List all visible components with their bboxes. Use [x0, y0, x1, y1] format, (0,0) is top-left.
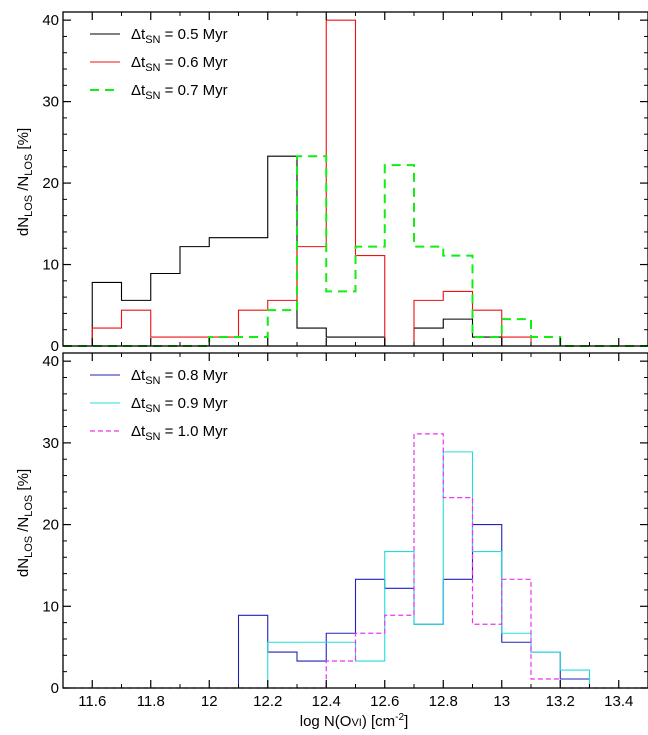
bottom-panel: 0 10 20 30 40 11.6 11.8 12 12.2 12.4 12.6 12.8 13 13.…: [42, 352, 648, 710]
x-tick-label: 12.2: [253, 693, 282, 710]
legend-label-1: ΔtSN = 0.8 Myr: [131, 367, 228, 387]
top-panel: 0 10 20 30 40 ΔtSN = 0.5 Myr ΔtSN = 0.6 Myr ΔtS…: [42, 11, 648, 355]
y-tick-label: 40: [42, 12, 59, 29]
y-tick-label: 10: [42, 257, 59, 274]
y-tick-label: 20: [42, 175, 59, 192]
x-tick-label: 12.8: [429, 693, 458, 710]
x-tick-label: 12.4: [312, 693, 341, 710]
y-tick-label: 10: [42, 598, 59, 615]
series-2-histogram: [63, 19, 648, 347]
legend-label-2: ΔtSN = 0.9 Myr: [131, 395, 228, 415]
y-axis-title-bottom: dNLOS /NLOS [%]: [15, 469, 35, 577]
y-tick-label: 0: [51, 680, 59, 697]
x-tick-label: 11.8: [137, 693, 165, 710]
x-tick-label: 13.2: [546, 693, 575, 710]
y-axis-title-top: dNLOS /NLOS [%]: [15, 128, 35, 236]
legend-label-2: ΔtSN = 0.6 Myr: [131, 54, 228, 74]
x-tick-label: 13: [493, 693, 510, 710]
x-tick-label: 12: [201, 693, 218, 710]
y-tick-label: 30: [42, 94, 59, 111]
y-tick-label: 30: [42, 435, 59, 452]
x-tick-label: 11.6: [78, 693, 106, 710]
y-tick-label: 0: [51, 338, 59, 355]
x-axis-title: log N(OVI) [cm-2]: [300, 712, 409, 730]
series-2-histogram: [63, 451, 648, 689]
series-3-histogram: [63, 433, 648, 689]
legend-label-1: ΔtSN = 0.5 Myr: [131, 26, 228, 46]
y-tick-label: 20: [42, 517, 59, 534]
legend-label-3: ΔtSN = 1.0 Myr: [131, 423, 228, 443]
x-tick-label: 13.4: [604, 693, 633, 710]
legend-label-3: ΔtSN = 0.7 Myr: [131, 82, 228, 102]
series-3-histogram: [63, 155, 648, 347]
y-tick-label: 40: [42, 353, 59, 370]
x-tick-label: 12.6: [370, 693, 399, 710]
